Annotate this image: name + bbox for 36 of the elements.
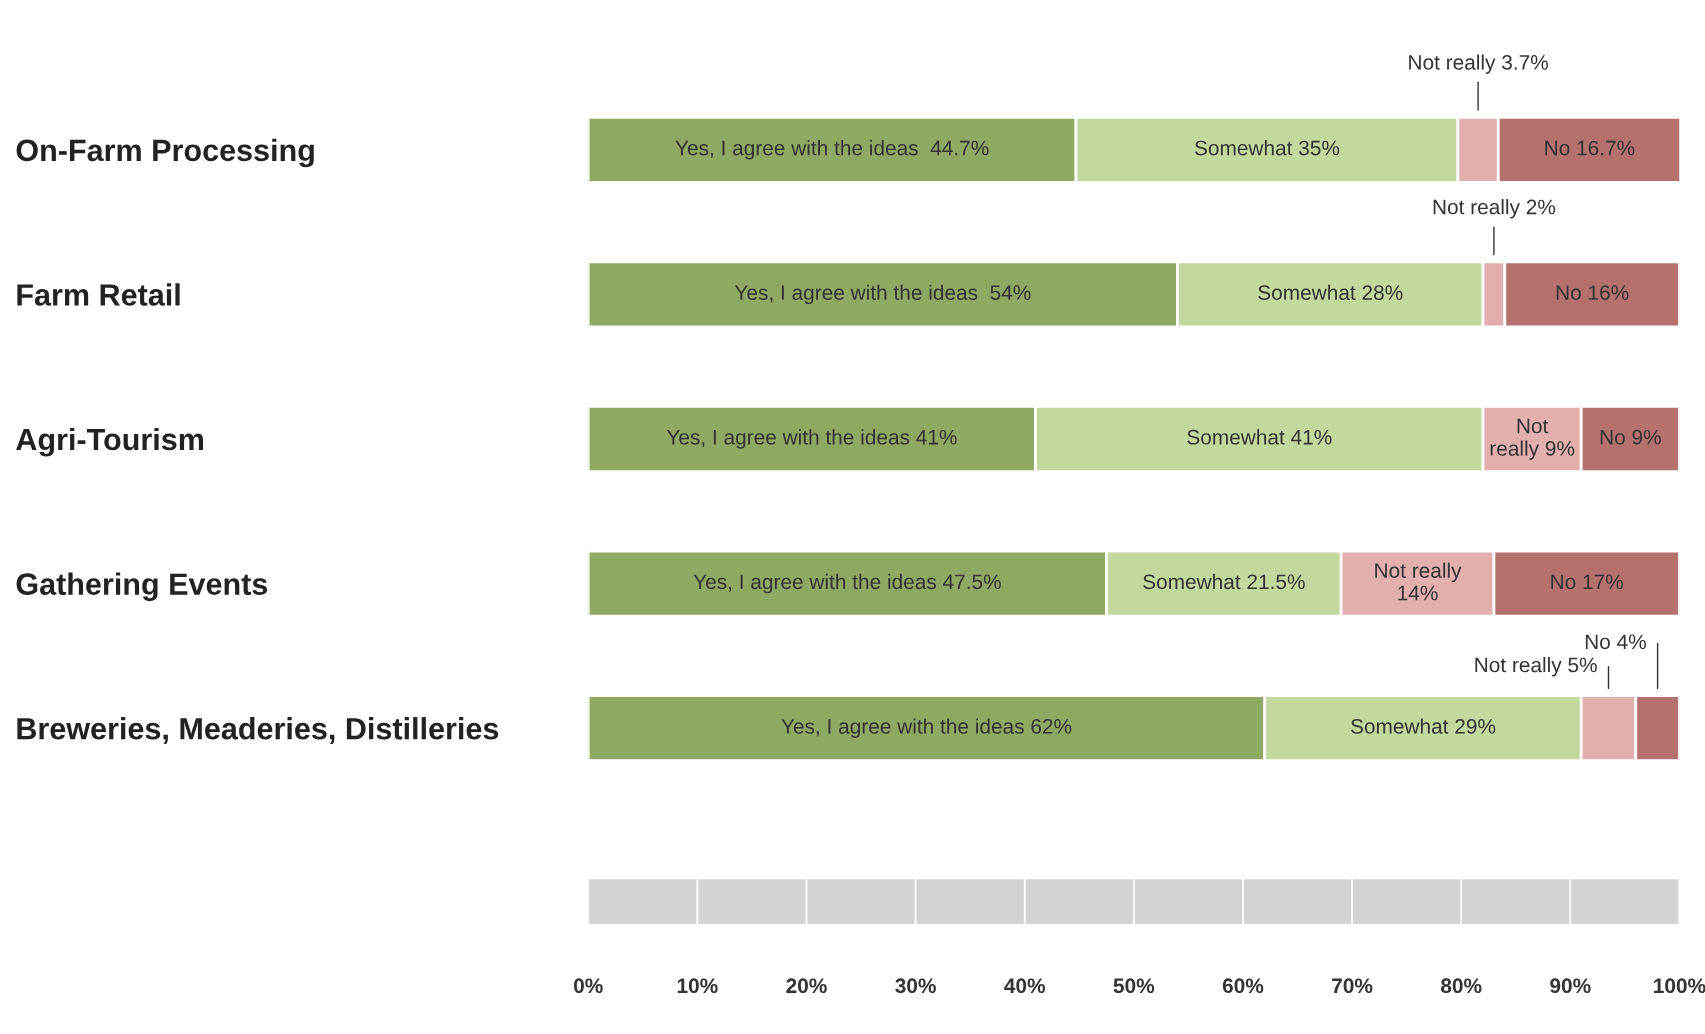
data-label: Yes, I agree with the ideas 54%	[734, 284, 1031, 305]
data-label: No 9%	[1600, 429, 1661, 445]
data-label: Yes, I agree with the ideas 41%	[666, 429, 957, 449]
data-label: Yes, I agree with the ideas 62%	[781, 718, 1072, 738]
x-tick-label: 70%	[1332, 978, 1373, 994]
x-tick-label: 100%	[1654, 978, 1705, 994]
x-tick-label: 30%	[895, 978, 936, 994]
data-label: No 16.7%	[1545, 140, 1635, 156]
y-tick-label: On-Farm Processing	[16, 138, 314, 168]
x-tick-label: 60%	[1222, 978, 1264, 994]
data-label: Somewhat 21.5%	[1143, 573, 1305, 590]
data-label: Not really 5%	[1475, 657, 1597, 677]
x-tick-label: 10%	[677, 978, 718, 994]
x-tick-label: 20%	[786, 978, 827, 994]
data-label: Yes, I agree with the ideas 47.5%	[693, 573, 1001, 594]
x-tick-label: 40%	[1004, 978, 1046, 994]
y-tick-label: Breweries, Meaderies, Distilleries	[17, 717, 499, 744]
data-label: Somewhat 41%	[1187, 429, 1332, 445]
data-label: Yes, I agree with the ideas 44.7%	[675, 140, 989, 160]
data-label: Not really 3.7%	[1409, 54, 1548, 74]
data-label: No 17%	[1551, 574, 1623, 590]
y-tick-label: Agri-Tourism	[16, 427, 204, 457]
x-tick-label: 0%	[573, 978, 603, 994]
data-label: Somewhat 35%	[1194, 140, 1340, 156]
data-label: No 4%	[1585, 634, 1646, 650]
data-label: Somewhat 29%	[1350, 718, 1496, 734]
x-tick-label: 50%	[1113, 978, 1155, 994]
data-label: Not really 9%	[1490, 418, 1575, 460]
data-label: No 16%	[1556, 285, 1629, 300]
data-label: Not really 14%	[1375, 562, 1462, 601]
y-tick-label: Farm Retail	[17, 283, 180, 306]
x-tick-label: 80%	[1441, 978, 1482, 994]
data-label: Somewhat 28%	[1258, 284, 1403, 300]
x-tick-label: 90%	[1550, 978, 1591, 994]
data-label: Not really 2%	[1433, 199, 1556, 219]
y-tick-label: Gathering Events	[16, 572, 268, 602]
